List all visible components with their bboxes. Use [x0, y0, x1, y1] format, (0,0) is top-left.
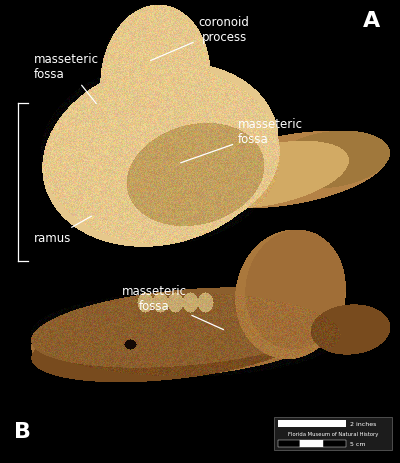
Bar — [274, 417, 392, 450]
Bar — [300, 440, 323, 447]
Bar — [278, 419, 346, 427]
Text: masseteric
fossa: masseteric fossa — [122, 285, 224, 330]
Text: 2 inches: 2 inches — [350, 421, 376, 425]
Text: ramus: ramus — [34, 217, 92, 245]
Text: masseteric
fossa: masseteric fossa — [181, 118, 303, 163]
Bar — [278, 440, 300, 447]
Text: coronoid
process: coronoid process — [150, 16, 250, 62]
Text: B: B — [14, 421, 30, 442]
Text: 5 cm: 5 cm — [350, 441, 365, 446]
Text: Florida Museum of Natural History: Florida Museum of Natural History — [288, 431, 378, 436]
Bar — [323, 440, 346, 447]
Text: A: A — [363, 11, 381, 31]
Text: masseteric
fossa: masseteric fossa — [34, 53, 99, 104]
